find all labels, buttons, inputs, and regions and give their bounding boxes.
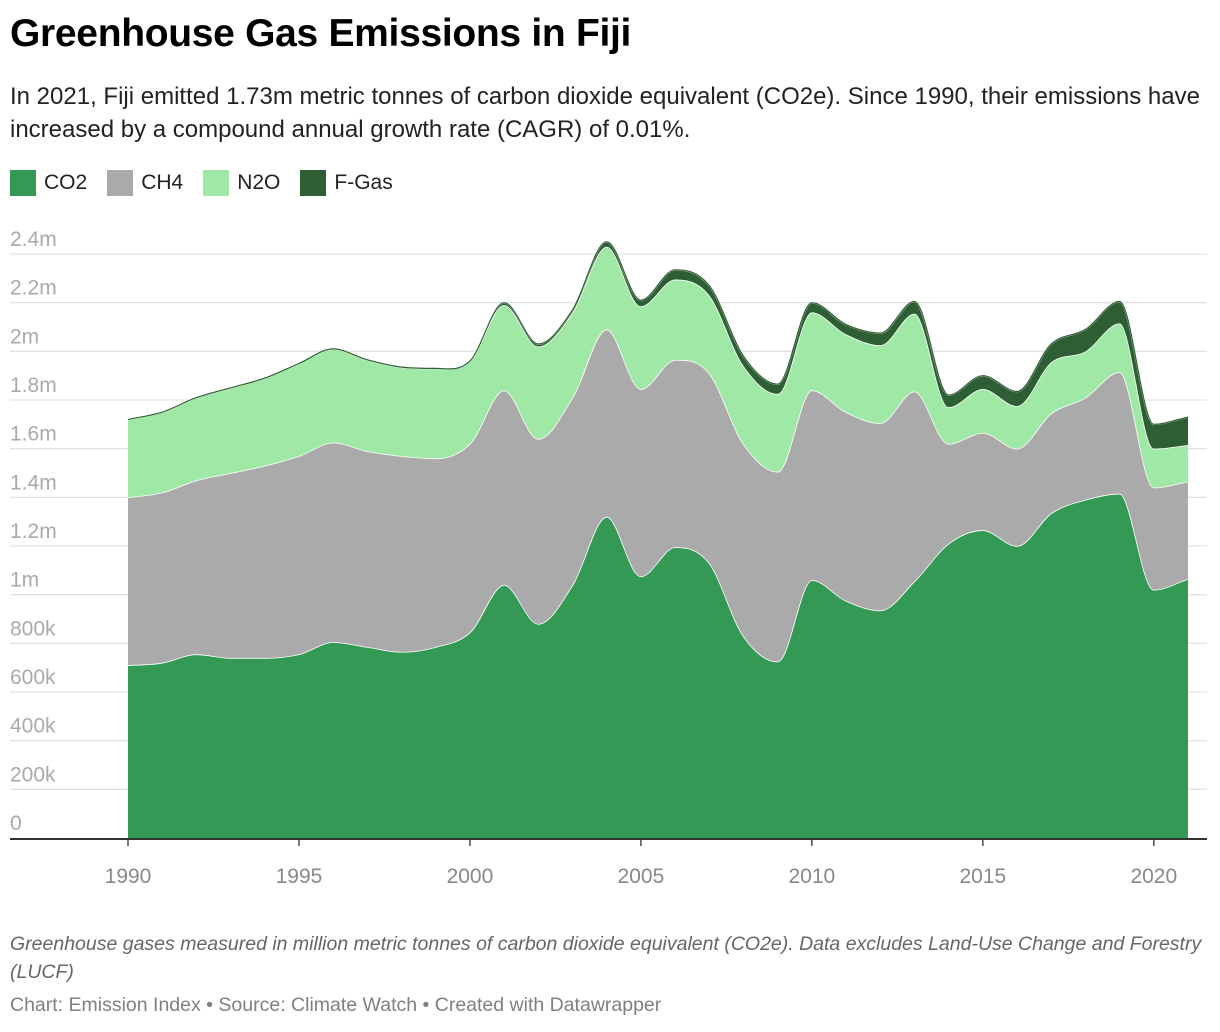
y-tick-label: 200k: [10, 763, 56, 786]
y-tick-label: 600k: [10, 666, 56, 689]
legend-item-f-gas: F-Gas: [300, 170, 393, 196]
chart-title: Greenhouse Gas Emissions in Fiji: [10, 12, 632, 55]
x-tick-label: 2020: [1130, 865, 1177, 888]
x-tick-label: 1995: [276, 865, 323, 888]
y-tick-label: 2m: [10, 325, 39, 348]
legend-label-co2: CO2: [44, 171, 88, 194]
chart-note: Greenhouse gases measured in million met…: [10, 933, 1202, 983]
legend-item-co2: CO2: [10, 170, 87, 196]
chart-subtitle: In 2021, Fiji emitted 1.73m metric tonne…: [10, 83, 1200, 143]
legend-swatch-ch4: [107, 170, 134, 196]
stacked-areas: [127, 241, 1189, 838]
legend-label-n2o: N2O: [237, 171, 281, 194]
y-tick-label: 2.2m: [10, 277, 57, 300]
y-tick-label: 1.6m: [10, 423, 57, 446]
chart-credit: Chart: Emission Index • Source: Climate …: [10, 994, 662, 1016]
legend-label-f-gas: F-Gas: [334, 171, 393, 194]
legend-swatch-n2o: [203, 170, 230, 196]
legend: CO2 CH4 N2O F-Gas: [10, 170, 413, 196]
x-tick-label: 2010: [789, 865, 836, 888]
y-tick-label: 1.8m: [10, 374, 57, 397]
y-tick-label: 2.4m: [10, 228, 57, 251]
y-tick-label: 0: [10, 812, 22, 835]
x-tick-label: 1990: [105, 865, 152, 888]
x-tick-label: 2000: [447, 865, 494, 888]
y-tick-label: 800k: [10, 617, 56, 640]
y-tick-label: 1.4m: [10, 471, 57, 494]
x-tick-label: 2005: [618, 865, 665, 888]
y-tick-label: 400k: [10, 715, 56, 738]
area-n2o: [128, 246, 1188, 498]
legend-item-n2o: N2O: [203, 170, 280, 196]
y-tick-label: 1.2m: [10, 520, 57, 543]
legend-label-ch4: CH4: [141, 171, 184, 194]
legend-item-ch4: CH4: [107, 170, 183, 196]
total-outline: [127, 241, 1189, 425]
y-tick-label: 1m: [10, 569, 39, 592]
x-tick-label: 2015: [959, 865, 1006, 888]
legend-swatch-co2: [10, 170, 36, 196]
legend-swatch-f-gas: [300, 170, 327, 196]
area-ch4: [128, 329, 1188, 666]
area-co2: [128, 493, 1188, 838]
